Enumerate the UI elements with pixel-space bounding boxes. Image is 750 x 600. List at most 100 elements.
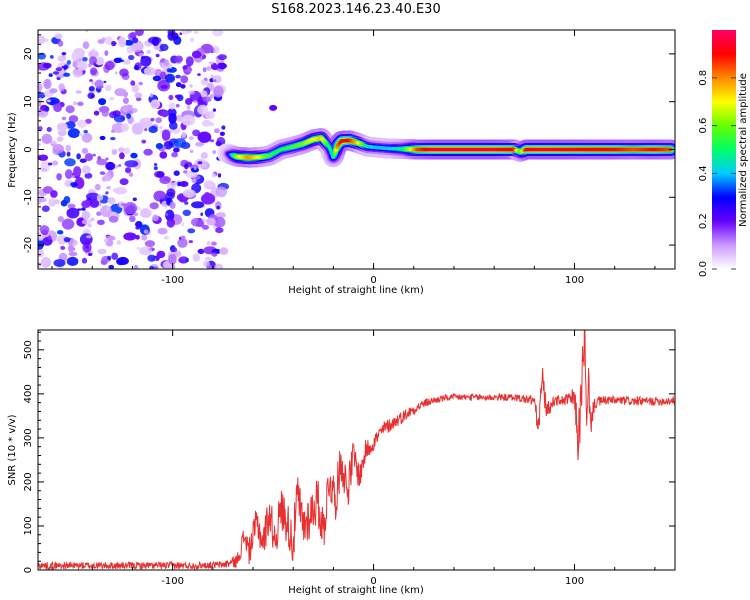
noise-blob: [57, 40, 64, 47]
noise-blob: [41, 205, 50, 212]
noise-blob: [49, 88, 58, 94]
noise-blob: [81, 200, 91, 209]
noise-blob: [201, 224, 209, 230]
noise-blob: [77, 208, 82, 211]
noise-blob: [103, 238, 110, 243]
snr-y-tick-label: 0: [23, 567, 34, 573]
noise-blob: [171, 247, 178, 253]
noise-blob: [143, 229, 149, 234]
colorbar-tick-label: 0.0: [698, 261, 709, 277]
noise-blob: [138, 81, 143, 86]
noise-blob: [143, 148, 153, 156]
noise-blob: [129, 32, 137, 39]
noise-blob: [87, 92, 95, 99]
noise-blob: [195, 142, 205, 147]
noise-blob: [141, 139, 147, 144]
noise-blob: [47, 162, 53, 166]
noise-blob: [221, 125, 226, 130]
noise-blob: [76, 153, 81, 160]
noise-blob: [217, 62, 227, 70]
noise-blob: [169, 201, 176, 209]
noise-blob: [104, 50, 109, 56]
noise-blob: [217, 54, 227, 61]
noise-blob: [155, 117, 162, 124]
noise-blob: [182, 189, 196, 198]
noise-blob: [186, 170, 198, 179]
snr-y-tick-label: 400: [23, 384, 34, 403]
noise-blob: [63, 64, 69, 69]
snr-x-tick-label: 100: [565, 576, 584, 587]
noise-blob: [105, 157, 109, 161]
noise-blob: [95, 57, 105, 66]
spectrogram-x-tick-label: 100: [565, 275, 584, 286]
noise-blob: [89, 217, 95, 222]
noise-blob: [173, 147, 180, 153]
noise-blob: [180, 84, 186, 89]
noise-blob: [169, 121, 178, 130]
noise-blob: [209, 122, 215, 127]
noise-blob: [66, 60, 71, 65]
noise-blob: [134, 92, 143, 99]
noise-blob: [66, 207, 80, 219]
noise-blob: [156, 250, 166, 259]
noise-blob: [141, 234, 148, 241]
noise-blob: [124, 160, 139, 168]
noise-blob: [77, 60, 88, 71]
noise-blob: [49, 55, 54, 59]
spectrogram-y-tick-label: 10: [23, 95, 34, 108]
noise-blob: [192, 129, 201, 137]
noise-blob: [206, 241, 211, 246]
noise-blob: [166, 218, 175, 228]
noise-blob: [94, 183, 101, 191]
noise-blob: [53, 259, 66, 267]
noise-blob: [58, 83, 65, 92]
noise-blob: [133, 65, 140, 71]
noise-blob: [56, 235, 68, 245]
noise-blob: [209, 93, 215, 99]
noise-blob: [191, 201, 205, 209]
noise-blob: [152, 214, 159, 222]
noise-blob: [39, 104, 47, 112]
noise-blob: [197, 131, 212, 143]
colorbar-tick-label: 0.2: [698, 213, 709, 229]
noise-blob: [182, 124, 186, 128]
noise-blob: [181, 30, 189, 35]
noise-blob: [82, 242, 92, 253]
noise-blob: [88, 252, 93, 257]
spectrogram-y-tick-label: -10: [23, 189, 34, 205]
noise-blob: [139, 117, 153, 129]
noise-blob: [203, 180, 214, 188]
noise-blob: [57, 230, 64, 235]
noise-blob: [105, 206, 110, 211]
noise-blob: [99, 135, 106, 141]
noise-blob: [159, 151, 168, 159]
noise-blob: [117, 147, 125, 152]
noise-blob: [125, 167, 132, 174]
noise-blob: [90, 67, 98, 76]
noise-blob: [128, 172, 134, 177]
noise-blob: [197, 73, 201, 76]
noise-blob: [167, 182, 176, 191]
noise-blob: [177, 238, 188, 248]
noise-blob: [84, 153, 93, 162]
noise-blob: [104, 36, 113, 45]
noise-blob: [123, 147, 131, 154]
noise-blob: [38, 52, 47, 60]
noise-blob: [168, 253, 177, 265]
noise-blob: [83, 130, 88, 134]
noise-blob: [120, 116, 125, 121]
noise-blob: [212, 150, 216, 155]
noise-blob: [139, 208, 152, 219]
noise-blob: [97, 219, 105, 225]
noise-blob: [64, 169, 73, 180]
noise-blob: [43, 38, 49, 42]
noise-blob: [52, 71, 60, 75]
noise-blob: [201, 119, 212, 127]
spectrogram-x-tick-label: -100: [161, 275, 184, 286]
noise-blob: [84, 118, 92, 124]
ridge-layer-4: [225, 136, 673, 160]
noise-blob: [48, 198, 57, 207]
noise-blob: [197, 248, 205, 255]
